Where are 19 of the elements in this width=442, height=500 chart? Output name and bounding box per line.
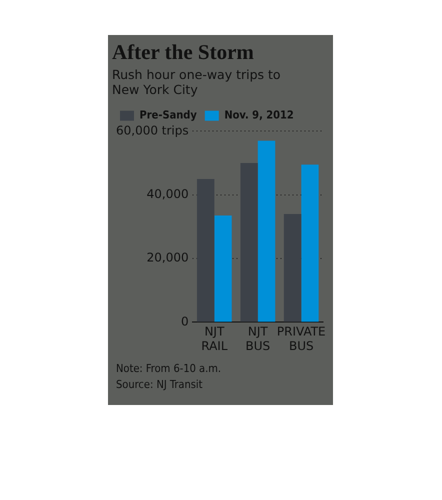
bar	[301, 164, 319, 322]
bar	[214, 216, 232, 322]
x-tick-label: PRIVATE BUS	[276, 324, 326, 353]
y-tick-label: 40,000	[146, 186, 189, 201]
legend-label: Nov. 9, 2012	[224, 108, 294, 122]
x-tick-label: NJT RAIL	[201, 324, 228, 353]
text: Note: From 6-10 a.m.	[116, 361, 222, 377]
x-tick-label: NJT BUS	[246, 324, 270, 353]
y-tick-label: 20,000	[146, 250, 189, 265]
source-note: Source: NJ Transit	[116, 377, 204, 393]
y-tick-label: 60,000 trips	[116, 123, 189, 138]
y-tick-label: 0	[181, 314, 189, 328]
bar	[258, 140, 276, 322]
bar	[240, 163, 258, 322]
legend-label: Pre-Sandy	[140, 108, 198, 122]
chart-subtitle: Rush hour one-way trips to New York City	[112, 66, 281, 97]
bar	[196, 178, 214, 322]
chart-title: After the Storm	[112, 40, 254, 64]
bar	[284, 214, 302, 322]
